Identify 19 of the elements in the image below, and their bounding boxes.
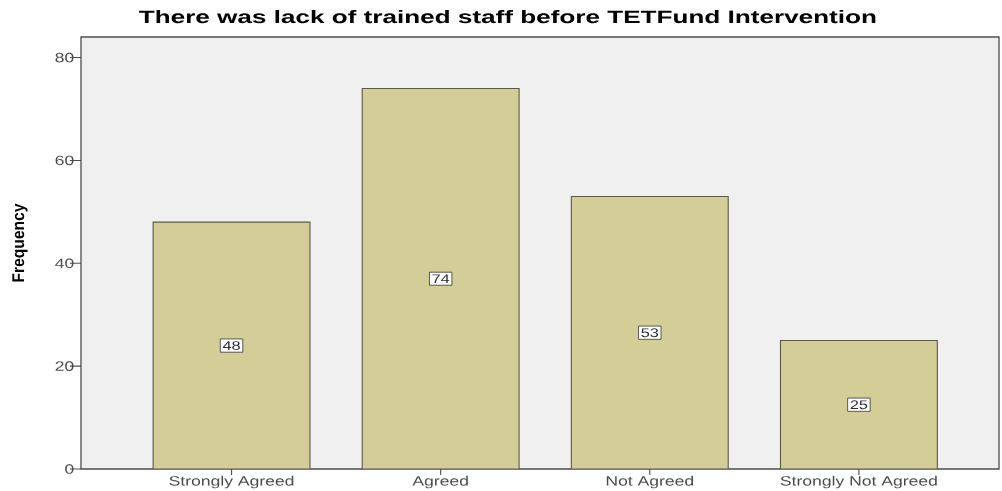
y-tick-label: 40	[55, 258, 74, 269]
y-tick-label: 0	[65, 464, 74, 474]
data-label: 48	[222, 341, 240, 350]
x-tick-label: Strongly Not Agreed	[780, 475, 937, 489]
y-tick-label: 60	[55, 155, 74, 166]
data-label: 53	[641, 328, 659, 338]
x-tick-label: Agreed	[412, 475, 468, 489]
data-label: 25	[850, 400, 868, 410]
y-tick-label: 20	[55, 361, 74, 371]
chart-title: There was lack of trained staff before TETFund Intervention	[139, 9, 876, 24]
y-tick-label: 80	[55, 52, 74, 63]
y-axis-title: Frequency	[12, 203, 28, 282]
bar	[153, 222, 310, 469]
x-tick-label: Not Agreed	[606, 475, 694, 489]
bar	[779, 339, 938, 469]
bar	[361, 87, 520, 469]
x-tick-label: Strongly Agreed	[169, 475, 294, 489]
data-label: 74	[432, 274, 450, 284]
bar	[570, 195, 729, 469]
